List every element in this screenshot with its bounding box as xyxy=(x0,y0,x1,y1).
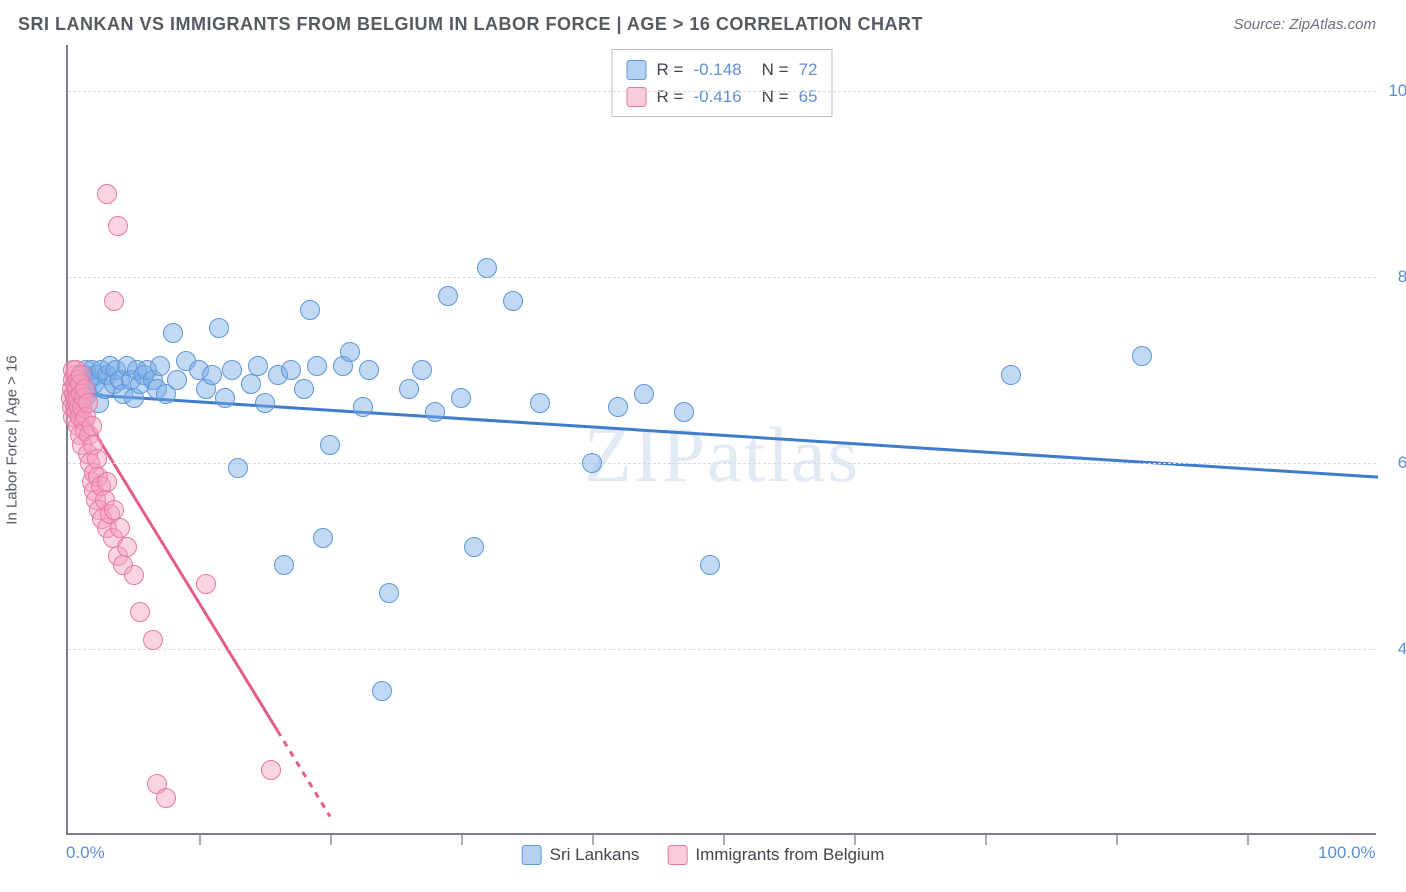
data-point xyxy=(340,342,360,362)
legend-swatch xyxy=(522,845,542,865)
data-point xyxy=(294,379,314,399)
data-point xyxy=(359,360,379,380)
x-tick xyxy=(854,835,856,845)
data-point xyxy=(104,291,124,311)
data-point xyxy=(87,449,107,469)
data-point xyxy=(274,555,294,575)
legend-n-value: 65 xyxy=(799,83,818,110)
legend-label: Sri Lankans xyxy=(550,845,640,865)
trend-lines-svg xyxy=(68,45,1378,835)
data-point xyxy=(248,356,268,376)
data-point xyxy=(300,300,320,320)
gridline-horizontal xyxy=(68,463,1376,464)
data-point xyxy=(228,458,248,478)
legend-stat-row: R = -0.148 N = 72 xyxy=(627,56,818,83)
data-point xyxy=(1132,346,1152,366)
data-point xyxy=(451,388,471,408)
x-tick xyxy=(330,835,332,845)
data-point xyxy=(196,574,216,594)
y-tick-label: 80.0% xyxy=(1386,267,1406,287)
data-point xyxy=(634,384,654,404)
data-point xyxy=(530,393,550,413)
data-point xyxy=(78,393,98,413)
data-point xyxy=(130,602,150,622)
data-point xyxy=(82,416,102,436)
legend-swatch xyxy=(627,87,647,107)
legend-r-value: -0.148 xyxy=(693,56,741,83)
y-tick-label: 60.0% xyxy=(1386,453,1406,473)
legend-swatch xyxy=(627,60,647,80)
data-point xyxy=(202,365,222,385)
data-point xyxy=(117,537,137,557)
legend-item: Sri Lankans xyxy=(522,845,640,865)
data-point xyxy=(108,216,128,236)
data-point xyxy=(104,500,124,520)
data-point xyxy=(1001,365,1021,385)
plot-area: ZIPatlas R = -0.148N = 72R = -0.416N = 6… xyxy=(66,45,1376,835)
data-point xyxy=(399,379,419,399)
x-tick xyxy=(461,835,463,845)
data-point xyxy=(110,518,130,538)
data-point xyxy=(124,565,144,585)
data-point xyxy=(307,356,327,376)
data-point xyxy=(582,453,602,473)
data-point xyxy=(477,258,497,278)
data-point xyxy=(438,286,458,306)
data-point xyxy=(215,388,235,408)
x-tick xyxy=(592,835,594,845)
y-tick-label: 100.0% xyxy=(1386,81,1406,101)
data-point xyxy=(97,184,117,204)
data-point xyxy=(372,681,392,701)
data-point xyxy=(163,323,183,343)
data-point xyxy=(503,291,523,311)
data-point xyxy=(353,397,373,417)
data-point xyxy=(412,360,432,380)
data-point xyxy=(241,374,261,394)
data-point xyxy=(222,360,242,380)
data-point xyxy=(150,356,170,376)
data-point xyxy=(313,528,333,548)
data-point xyxy=(255,393,275,413)
correlation-legend: R = -0.148 N = 72 R = -0.416 N = 65 xyxy=(612,49,833,117)
legend-r-value: -0.416 xyxy=(693,83,741,110)
x-tick xyxy=(199,835,201,845)
gridline-horizontal xyxy=(68,649,1376,650)
legend-r-label: R = xyxy=(657,56,684,83)
x-tick xyxy=(1116,835,1118,845)
legend-stat-row: R = -0.416 N = 65 xyxy=(627,83,818,110)
legend-label: Immigrants from Belgium xyxy=(695,845,884,865)
data-point xyxy=(167,370,187,390)
gridline-horizontal xyxy=(68,277,1376,278)
legend-swatch xyxy=(667,845,687,865)
series-legend: Sri Lankans Immigrants from Belgium xyxy=(522,845,885,865)
data-point xyxy=(320,435,340,455)
legend-n-value: 72 xyxy=(799,56,818,83)
data-point xyxy=(156,788,176,808)
data-point xyxy=(425,402,445,422)
data-point xyxy=(143,630,163,650)
data-point xyxy=(97,472,117,492)
y-tick-label: 40.0% xyxy=(1386,639,1406,659)
data-point xyxy=(261,760,281,780)
y-axis-label: In Labor Force | Age > 16 xyxy=(4,355,21,524)
x-tick xyxy=(985,835,987,845)
legend-n-label: N = xyxy=(762,56,789,83)
data-point xyxy=(379,583,399,603)
data-point xyxy=(281,360,301,380)
legend-r-label: R = xyxy=(657,83,684,110)
data-point xyxy=(674,402,694,422)
data-point xyxy=(464,537,484,557)
legend-n-label: N = xyxy=(762,83,789,110)
x-tick xyxy=(1247,835,1249,845)
source-attribution: Source: ZipAtlas.com xyxy=(1233,16,1376,33)
x-tick xyxy=(723,835,725,845)
x-tick-label: 0.0% xyxy=(66,843,105,863)
data-point xyxy=(608,397,628,417)
gridline-horizontal xyxy=(68,91,1376,92)
legend-item: Immigrants from Belgium xyxy=(667,845,884,865)
data-point xyxy=(700,555,720,575)
x-tick-label: 100.0% xyxy=(1318,843,1376,863)
data-point xyxy=(209,318,229,338)
chart-title: SRI LANKAN VS IMMIGRANTS FROM BELGIUM IN… xyxy=(18,14,923,35)
